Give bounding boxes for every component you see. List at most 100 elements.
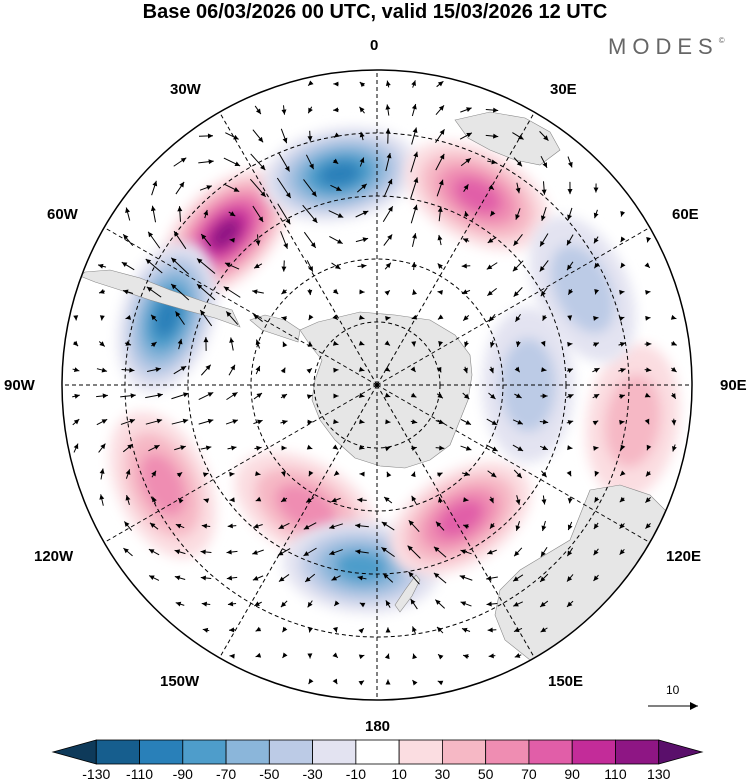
brand-text: MODES [608,34,719,59]
wind-vector-head [381,547,387,553]
wind-vector-head [202,472,209,478]
wind-vector-head [308,107,313,114]
wind-vector-head [203,498,210,504]
wind-vector-head [410,392,417,398]
lon-label-120w: 120W [34,548,74,565]
wind-vector-head [355,523,361,529]
wind-vector-head [257,419,263,425]
anomaly-center-10 [482,307,575,463]
wind-vector-head [282,626,288,633]
wind-vector-head [149,522,156,528]
wind-vector-head [645,471,652,477]
wind-vector-head [334,470,340,476]
wind-vector-head [461,627,468,633]
wind-vector-head [358,366,365,372]
colorbar-swatch [398,739,443,765]
wind-vector-head [464,471,470,477]
lon-label-150e: 150E [548,673,584,690]
wind-vector-head [123,234,129,240]
wind-vector-head [488,316,495,322]
wind-vector-head [541,525,547,532]
wind-vector-head [465,158,471,164]
wind-vector-head [307,136,313,142]
wind-vector-head [408,571,414,578]
wind-vector-head [567,161,573,168]
wind-vector-head [540,551,546,557]
wind-vector-head [619,549,625,555]
wind-vector-head [255,496,262,502]
colorbar-swatch [182,739,227,765]
wind-vector-head [567,524,573,531]
colorbar-tick-label: 70 [521,766,537,782]
wind-vector-head [513,240,519,246]
wind-vector-head [408,520,414,526]
wind-vector-head [644,418,650,425]
wind-vector-head [593,368,600,373]
wind-vector-head [593,575,599,581]
lon-label-180: 180 [365,718,391,735]
wind-vector-head [463,654,469,659]
colorbar-swatch [51,739,97,765]
wind-vector-head [255,108,261,115]
wind-vector-head [130,393,136,399]
wind-vector-head [152,496,157,503]
wind-vector-head [540,340,546,347]
wind-vector-head [156,418,163,424]
wind-vector-head [258,216,264,222]
colorbar-swatch [268,739,314,765]
wind-vector-head [516,472,522,478]
wind-vector-head [517,419,523,425]
wind-vector-head [412,680,418,686]
wind-vector-head [208,159,214,165]
wind-vector-head [593,187,599,193]
wind-vector-head [515,393,522,398]
wind-vector-head [515,214,520,220]
lon-label-90w: 90W [4,377,35,394]
wind-vector-head [183,392,189,398]
meridian-line [376,111,535,386]
wind-vector-head [487,290,493,296]
wind-vector-head [592,420,599,426]
wind-vector-head [332,314,338,320]
wind-vector-head [645,289,651,295]
wind-vector-head [125,314,132,320]
wind-vector-head [542,315,548,321]
wind-vector-head [229,497,235,503]
wind-vector-head [486,575,492,581]
wind-vector-head [515,316,521,322]
wind-vector-head [177,206,183,212]
wind-vector-head [489,367,494,374]
wind-vector-head [333,393,339,399]
wind-vector-head [98,263,104,269]
wind-vector-head [278,576,285,582]
wind-vector-head [253,314,259,320]
wind-vector-head [433,572,440,578]
wind-vector-head [620,367,626,373]
wind-vector-head [412,127,418,133]
colorbar-tick-label: -10 [345,766,366,782]
wind-vector-head [513,291,519,297]
wind-vector-head [515,499,521,505]
wind-vector-head [182,418,189,424]
wind-vector-head [332,652,338,658]
wind-vector-head [384,653,390,660]
wind-vector-head [176,472,183,478]
colorbar-swatch [571,739,616,765]
wind-vector-head [541,471,547,478]
wind-vector-head [223,286,230,292]
wind-vector-head [233,187,240,192]
wind-vector-head [125,341,132,346]
wind-vector-head [252,289,258,295]
wind-vector-head [200,575,207,581]
colorbar-swatch [441,739,487,765]
wind-vector-head [359,81,366,88]
wind-vector-head [129,418,136,424]
wind-vector-head [362,237,369,243]
wind-vector-head [385,128,391,134]
wind-vector-head [200,310,206,316]
wind-vector-head [619,523,625,529]
wind-vector-head [567,550,573,557]
wind-vector-head [438,340,444,347]
wind-vector-head [307,289,313,296]
wind-vector-head [179,181,185,188]
